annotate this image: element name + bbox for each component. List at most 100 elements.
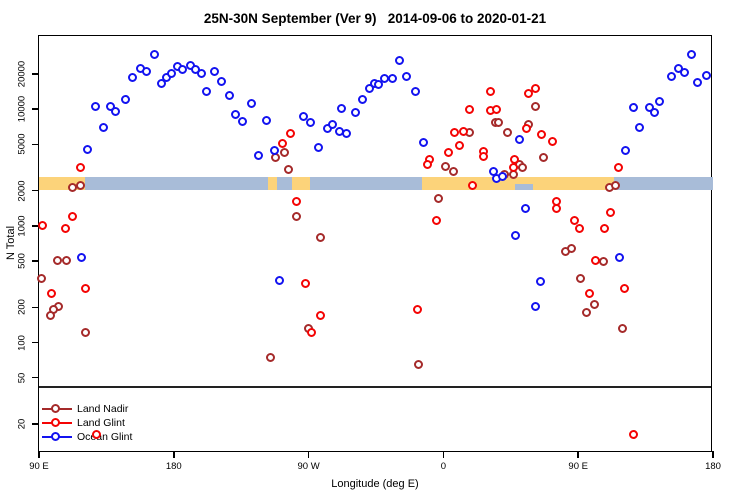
data-point: [379, 74, 389, 84]
y-tick-label: 50: [16, 372, 28, 383]
x-tick-label: 180: [165, 461, 182, 472]
data-point: [141, 66, 151, 76]
data-point: [618, 324, 628, 334]
data-point: [81, 328, 91, 338]
data-point: [628, 430, 638, 440]
data-point: [679, 67, 689, 77]
data-point: [510, 154, 520, 164]
data-point: [62, 255, 71, 265]
data-point: [224, 90, 234, 100]
data-point: [666, 71, 676, 81]
data-point: [620, 145, 630, 155]
data-point: [121, 94, 131, 104]
y-tick-mark: [32, 260, 39, 262]
data-point: [498, 172, 508, 182]
data-point: [202, 87, 212, 97]
x-tick-label: 90 W: [297, 461, 320, 472]
legend-item-label: Land Nadir: [77, 403, 129, 415]
surface-band-segment-ocean: [515, 184, 534, 190]
data-point: [502, 128, 512, 138]
data-point: [279, 148, 289, 158]
data-point: [531, 102, 541, 112]
data-point: [433, 193, 443, 203]
data-point: [402, 71, 411, 81]
data-point: [230, 110, 240, 120]
y-tick-label: 10000: [16, 95, 28, 123]
x-tick-mark: [38, 451, 40, 458]
data-point: [76, 253, 86, 262]
y-tick-label: 5000: [16, 133, 28, 155]
x-tick-label: 180: [705, 461, 721, 472]
data-point: [589, 299, 599, 309]
y-tick-mark: [32, 376, 39, 379]
data-point: [514, 135, 524, 145]
y-tick-label: 100: [16, 334, 28, 351]
data-point: [600, 223, 610, 233]
y-tick-mark: [32, 73, 39, 75]
data-point: [450, 128, 460, 138]
data-point: [517, 163, 527, 173]
data-point: [468, 180, 478, 190]
data-point: [508, 163, 518, 173]
y-tick-mark: [32, 189, 39, 192]
data-point: [285, 129, 295, 139]
data-point: [537, 130, 547, 140]
data-point: [552, 203, 562, 213]
legend-swatch-ring: [51, 404, 60, 413]
data-point: [531, 83, 541, 93]
data-point: [38, 220, 48, 230]
data-point: [454, 141, 464, 151]
data-point: [582, 307, 592, 317]
data-point: [150, 50, 160, 60]
data-point: [60, 223, 70, 233]
data-point: [414, 360, 424, 370]
legend-separator-line: [39, 386, 711, 388]
data-point: [270, 145, 280, 155]
y-tick-label: 2000: [16, 180, 28, 202]
data-point: [217, 77, 227, 87]
chart-title: 25N-30N September (Ver 9) 2014-09-06 to …: [203, 11, 547, 26]
y-tick-mark: [32, 225, 39, 227]
data-point: [635, 122, 645, 132]
y-tick-label: 500: [16, 253, 28, 269]
data-point: [574, 223, 584, 233]
data-point: [536, 277, 546, 287]
data-point: [585, 289, 595, 299]
data-point: [99, 122, 108, 132]
data-point: [315, 310, 325, 320]
data-point: [67, 211, 77, 221]
data-point: [538, 153, 548, 163]
data-point: [315, 232, 325, 242]
surface-band-segment-land: [268, 177, 278, 190]
legend-swatch-ring: [51, 418, 60, 427]
data-point: [520, 203, 530, 213]
data-point: [614, 253, 624, 262]
data-point: [478, 151, 488, 161]
x-tick-mark: [712, 451, 714, 458]
data-point: [110, 107, 120, 117]
data-point: [300, 278, 310, 288]
data-point: [177, 65, 187, 75]
data-point: [650, 107, 660, 117]
data-point: [591, 255, 601, 265]
data-point: [266, 352, 276, 362]
data-point: [306, 328, 316, 338]
data-point: [75, 180, 85, 190]
data-point: [444, 148, 454, 158]
data-point: [387, 74, 397, 84]
x-tick-label: 90 E: [29, 461, 49, 472]
data-point: [493, 118, 503, 128]
data-point: [365, 83, 374, 93]
data-point: [598, 256, 608, 266]
data-point: [246, 99, 256, 109]
data-point: [613, 163, 623, 173]
data-point: [237, 116, 247, 126]
data-point: [284, 165, 294, 175]
data-point: [298, 111, 308, 121]
data-point: [576, 274, 586, 284]
data-point: [167, 69, 176, 78]
data-point: [619, 283, 629, 293]
y-tick-mark: [32, 108, 39, 110]
y-tick-label: 1000: [16, 215, 28, 237]
y-tick-mark: [32, 341, 39, 344]
